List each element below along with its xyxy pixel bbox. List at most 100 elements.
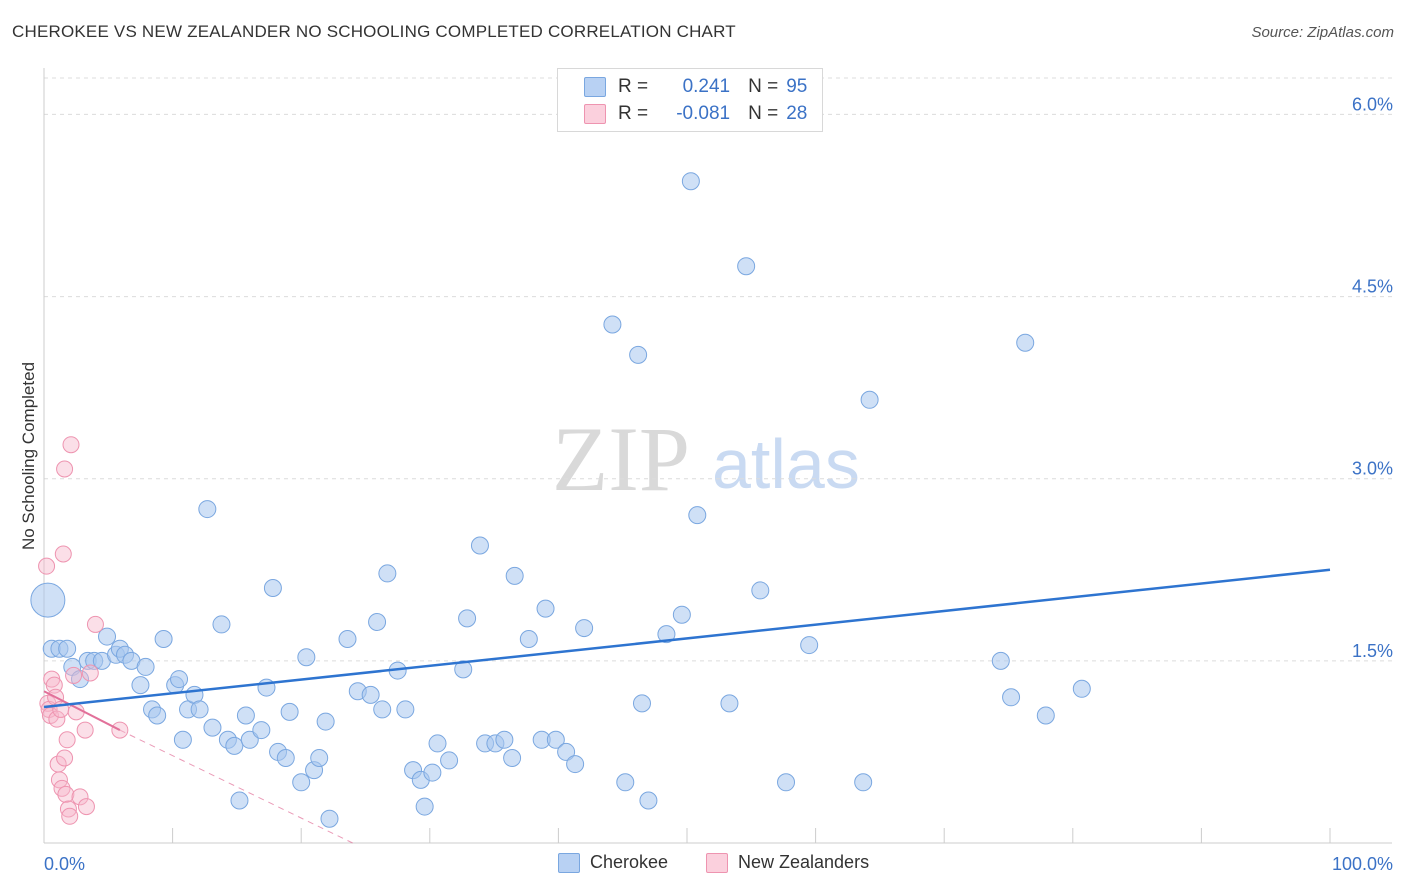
watermark-zip: ZIP [552,408,690,510]
cherokee-point [292,773,311,792]
cherokee-point [316,712,335,731]
cherokee-point [751,581,770,600]
cherokee-point [688,506,707,525]
cherokee-point [230,791,249,810]
cherokee-point [566,755,585,774]
cherokee-point [225,736,244,755]
cherokee-legend-label: Cherokee [590,852,669,872]
cherokee-point [657,625,676,644]
cherokee-trend-line [43,568,1331,709]
cherokee-point [503,749,522,767]
legend-r-label: R = [618,76,649,97]
cherokee-point [30,582,66,618]
nz-point [56,749,74,767]
cherokee-point [536,599,555,618]
cherokee-point [170,670,189,689]
cherokee-point [800,636,819,655]
cherokee-point [860,390,879,409]
legend-row-cherokee: R = 0.241 N = 95 [584,75,807,99]
cherokee-point [297,648,316,667]
nz-legend-label: New Zealanders [738,852,870,872]
cherokee-point [154,630,173,648]
cherokee-point [495,730,514,749]
cherokee-point [603,315,622,334]
cherokee-point [361,685,380,704]
legend-r-label: R = [618,103,649,124]
cherokee-point [519,630,538,648]
nz-point [77,798,95,816]
cherokee-point [440,751,459,770]
cherokee-point [378,564,397,583]
legend-n-label: N = [748,103,779,124]
cherokee-point [632,694,651,713]
nz-trend-line [43,690,121,731]
nz-point [58,731,76,749]
cherokee-point [681,172,700,191]
legend-n-value: 28 [786,103,808,124]
y-tick-label: 6.0% [1352,94,1393,114]
cherokee-point [173,730,192,749]
nz-point [71,788,89,806]
watermark-atlas: atlas [712,425,860,503]
cherokee-point [575,619,594,638]
stats-legend: R = 0.241 N = 95 R = -0.081 N = 28 [557,68,823,132]
cherokee-point [320,809,339,828]
bottom-legend-cherokee: Cherokee [558,852,668,873]
cherokee-point [854,773,873,792]
nz-point [54,545,72,563]
cherokee-point [136,657,155,676]
cherokee-point [557,742,576,761]
x-tick-label: 0.0% [44,854,85,874]
cherokee-point [148,706,167,725]
bottom-legend-new-zealanders: New Zealanders [706,852,869,873]
cherokee-point [423,763,442,782]
nz-point [61,807,79,825]
cherokee-point [98,627,117,646]
cherokee-point [720,694,739,713]
cherokee-point [58,639,77,658]
nz-legend-icon [706,852,728,873]
cherokee-point [373,700,392,719]
cherokee-point [428,734,447,753]
source-label: Source: ZipAtlas.com [1251,24,1394,41]
cherokee-point [1016,333,1035,352]
cherokee-point [546,730,565,749]
cherokee-point [368,613,387,631]
watermark: ZIP atlas [552,408,860,510]
cherokee-point [777,773,796,792]
cherokee-point [280,702,299,721]
cherokee-point [505,566,524,585]
nz-point [86,615,104,633]
cherokee-point [458,609,477,628]
cherokee-point [470,536,489,555]
nz-point [81,664,99,682]
y-axis-label: No Schooling Completed [19,362,38,550]
cherokee-point [263,579,282,597]
cherokee-point [240,730,259,749]
legend-r-value: 0.241 [682,76,731,97]
cherokee-swatch-icon [584,77,606,97]
cherokee-point [396,700,415,719]
nz-point [76,721,94,739]
cherokee-point [212,615,231,634]
cherokee-point [1072,679,1091,698]
legend-n-value: 95 [786,76,808,97]
nz-point [45,676,63,694]
cherokee-point [629,345,648,364]
nz-swatch-icon [584,104,606,124]
cherokee-point [1036,706,1055,725]
legend-n-label: N = [748,76,779,97]
cherokee-point [276,749,295,767]
y-tick-label: 4.5% [1352,277,1393,297]
nz-point [65,666,83,684]
chart-title: CHEROKEE VS NEW ZEALANDER NO SCHOOLING C… [12,22,736,41]
cherokee-point [672,605,691,624]
cherokee-point [236,706,255,725]
nz-point [67,703,85,721]
y-tick-label: 1.5% [1352,641,1393,661]
nz-point [38,557,56,575]
cherokee-point [203,718,222,737]
cherokee-point [310,749,329,767]
cherokee-point [415,797,434,816]
